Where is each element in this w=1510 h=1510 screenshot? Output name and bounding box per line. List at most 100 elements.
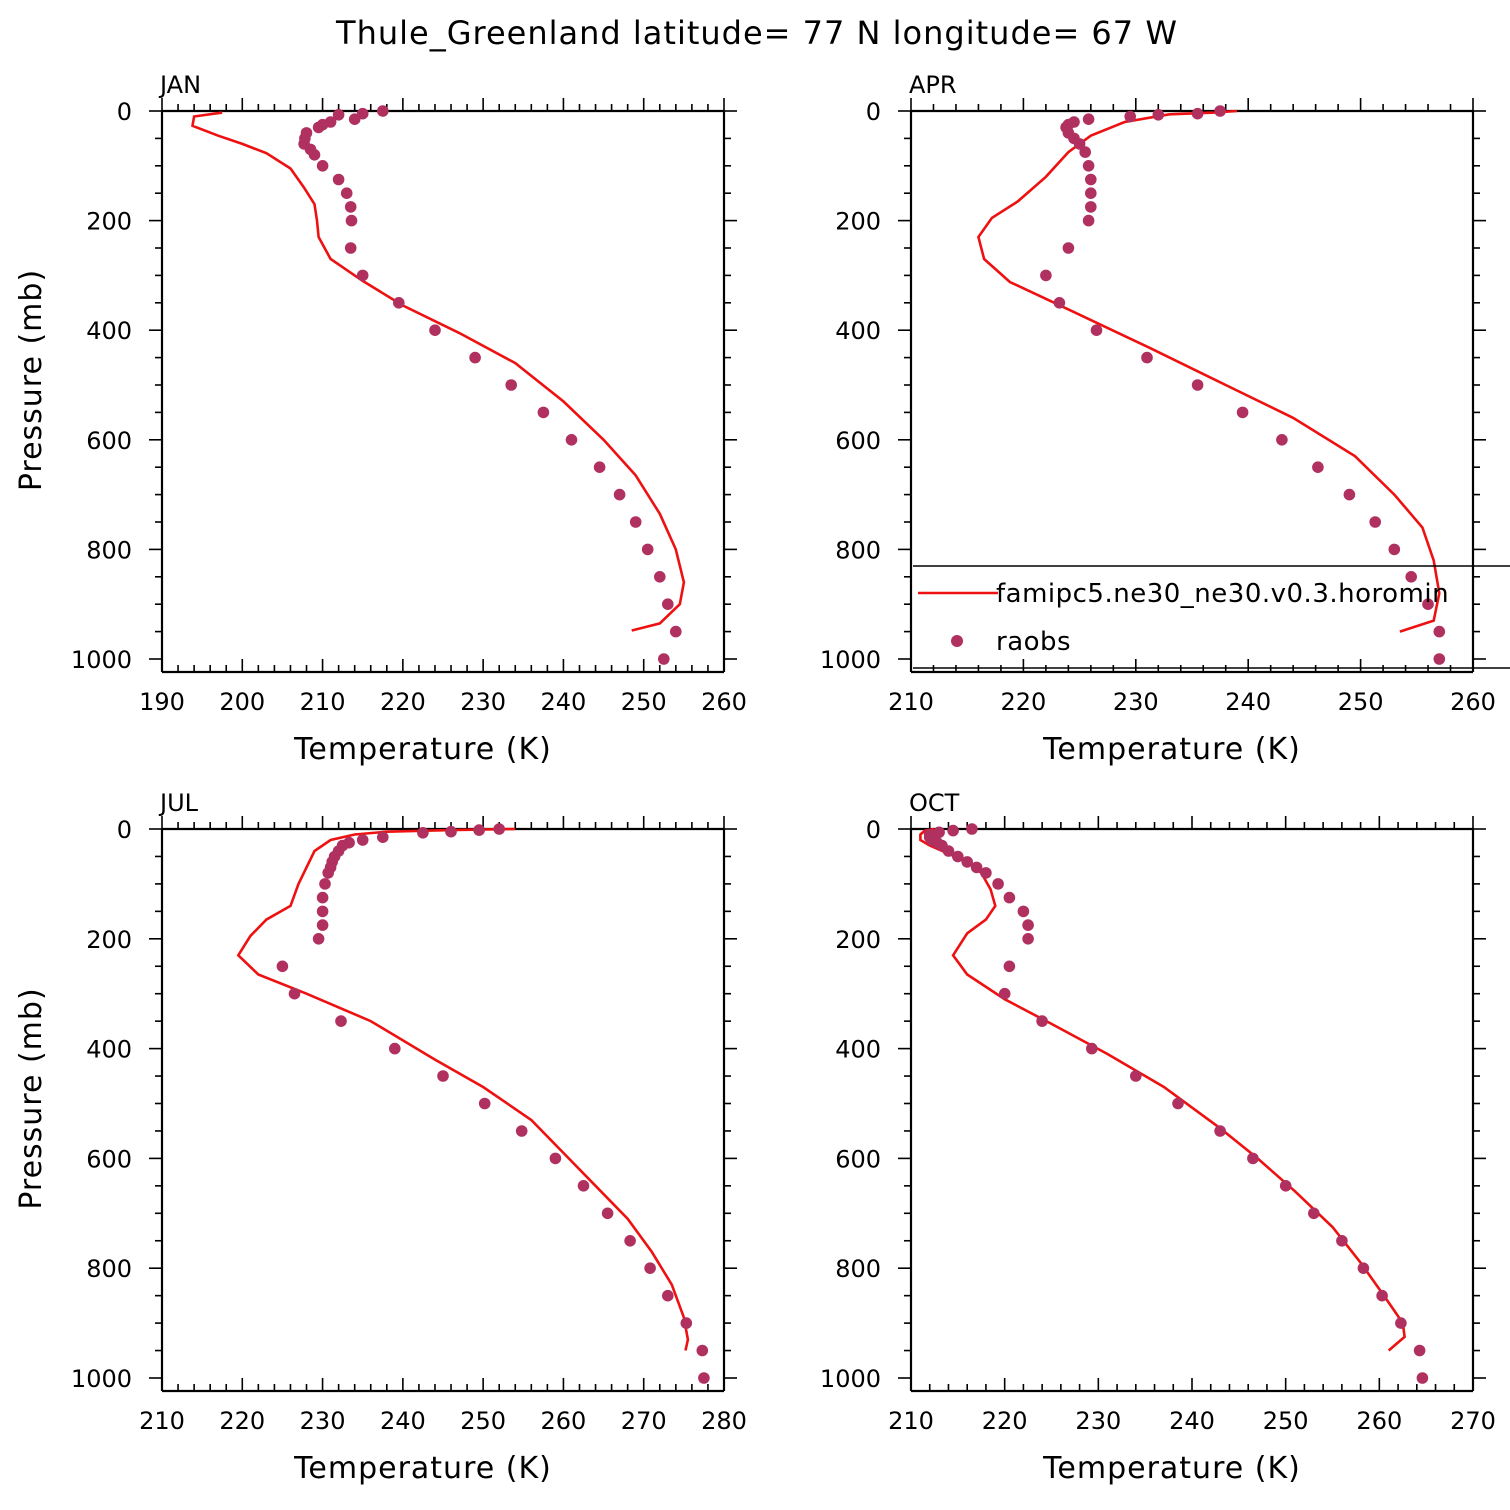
y-tick-label: 600 xyxy=(86,427,132,455)
x-axis-label: Temperature (K) xyxy=(293,732,552,767)
panel-title-oct: OCT xyxy=(909,789,960,817)
x-tick-label: 240 xyxy=(541,688,587,716)
y-axis-label: Pressure (mb) xyxy=(14,269,49,491)
obs-point-apr xyxy=(1053,297,1066,309)
obs-point-jan xyxy=(377,105,389,117)
y-tick-label: 200 xyxy=(835,208,881,236)
obs-point-oct xyxy=(1247,1152,1259,1165)
obs-point-apr xyxy=(1082,214,1095,227)
obs-point-apr xyxy=(1085,201,1097,213)
obs-point-oct xyxy=(1003,891,1016,904)
obs-point-oct xyxy=(1130,1070,1142,1082)
obs-point-jul xyxy=(662,1289,674,1302)
obs-point-apr xyxy=(1062,242,1075,254)
y-tick-label: 1000 xyxy=(820,1365,881,1393)
obs-point-jul xyxy=(493,823,506,835)
obs-point-jul xyxy=(335,1015,347,1027)
obs-point-jan xyxy=(356,269,369,282)
panel-oct: 210 220 230 240 250 260 270 0 200 400 600 800 1000 OC… xyxy=(820,789,1496,1486)
obs-point-jan xyxy=(429,324,441,337)
y-tick-label: 400 xyxy=(86,317,132,345)
x-tick-label: 220 xyxy=(219,1407,265,1435)
y-tick-label: 0 xyxy=(117,98,132,126)
obs-point-jan xyxy=(670,625,682,638)
y-tick-label: 200 xyxy=(835,926,881,954)
obs-point-oct xyxy=(1022,933,1034,945)
obs-point-apr xyxy=(1191,379,1204,391)
obs-point-jul xyxy=(316,905,329,918)
obs-point-apr xyxy=(1082,160,1095,172)
obs-point-jul xyxy=(322,867,335,879)
x-axis-label: Temperature (K) xyxy=(1042,732,1301,767)
obs-point-apr xyxy=(1040,269,1052,282)
obs-point-jan xyxy=(641,543,654,556)
y-tick-label: 1000 xyxy=(820,646,881,674)
panel-title-jul: JUL xyxy=(158,789,199,817)
obs-point-apr xyxy=(1073,138,1086,150)
x-tick-label: 190 xyxy=(139,688,185,716)
x-tick-label: 270 xyxy=(621,1407,667,1435)
x-tick-label: 220 xyxy=(1000,688,1046,716)
legend: famipc5.ne30_ne30.v0.3.horomin raobs xyxy=(913,565,1510,669)
obs-point-jul xyxy=(417,827,429,839)
obs-point-jul xyxy=(445,825,457,838)
x-tick-label: 250 xyxy=(460,1407,506,1435)
x-tick-label: 240 xyxy=(380,1407,426,1435)
obs-point-oct xyxy=(1395,1317,1407,1329)
obs-point-apr xyxy=(1236,406,1249,419)
obs-point-oct xyxy=(998,987,1011,1000)
obs-point-apr xyxy=(1369,516,1381,528)
obs-point-jan xyxy=(613,488,626,501)
obs-point-oct xyxy=(992,878,1004,890)
obs-point-apr xyxy=(1422,598,1434,610)
obs-point-oct xyxy=(961,856,973,868)
panel-apr: 210 220 230 240 250 260 0 200 400 600 800 1000 APR Te… xyxy=(820,71,1496,767)
panel-title-apr: APR xyxy=(909,71,957,99)
obs-point-oct xyxy=(1086,1042,1098,1055)
obs-point-jan xyxy=(308,149,321,161)
obs-point-oct xyxy=(952,850,964,863)
obs-point-jul xyxy=(698,1372,710,1384)
obs-point-jan xyxy=(332,173,345,186)
legend-model-label: famipc5.ne30_ne30.v0.3.horomin xyxy=(996,579,1449,609)
obs-point-oct xyxy=(933,826,945,839)
obs-point-jul xyxy=(377,831,389,843)
obs-point-oct xyxy=(1413,1344,1426,1357)
obs-point-apr xyxy=(1141,351,1153,364)
obs-point-apr xyxy=(1433,625,1446,638)
obs-point-apr xyxy=(1124,110,1136,123)
obs-point-jul xyxy=(316,919,329,931)
x-tick-label: 260 xyxy=(1450,688,1496,716)
x-tick-label: 210 xyxy=(300,688,346,716)
obs-point-apr xyxy=(1343,488,1356,501)
x-tick-label: 280 xyxy=(701,1407,747,1435)
model-line-jan xyxy=(191,111,686,632)
obs-point-jul xyxy=(680,1317,693,1329)
obs-point-jan xyxy=(344,201,357,213)
x-axis-label: Temperature (K) xyxy=(293,1451,552,1486)
y-tick-label: 800 xyxy=(835,536,881,564)
y-axis-label: Pressure (mb) xyxy=(14,987,49,1209)
x-tick-label: 210 xyxy=(139,1407,185,1435)
x-tick-label: 230 xyxy=(1113,688,1159,716)
legend-obs-marker xyxy=(951,635,963,647)
obs-point-jan xyxy=(537,406,550,419)
obs-point-jan xyxy=(469,351,481,364)
obs-point-apr xyxy=(1405,571,1417,583)
x-tick-label: 260 xyxy=(1356,1407,1402,1435)
y-tick-label: 400 xyxy=(835,317,881,345)
obs-point-apr xyxy=(1214,105,1226,117)
y-tick-label: 1000 xyxy=(71,646,132,674)
obs-point-jul xyxy=(549,1152,562,1165)
y-tick-label: 600 xyxy=(86,1145,132,1173)
obs-point-apr xyxy=(1090,324,1103,337)
y-tick-label: 200 xyxy=(86,208,132,236)
figure-title: Thule_Greenland latitude= 77 N longitude… xyxy=(335,14,1178,52)
obs-point-oct xyxy=(1308,1207,1320,1220)
y-tick-label: 200 xyxy=(86,926,132,954)
panel-jul: 210 220 230 240 250 260 270 280 0 200 400 600 800 100… xyxy=(14,789,747,1486)
y-tick-label: 1000 xyxy=(71,1365,132,1393)
obs-point-jan xyxy=(658,653,670,665)
obs-point-jul xyxy=(437,1070,449,1082)
